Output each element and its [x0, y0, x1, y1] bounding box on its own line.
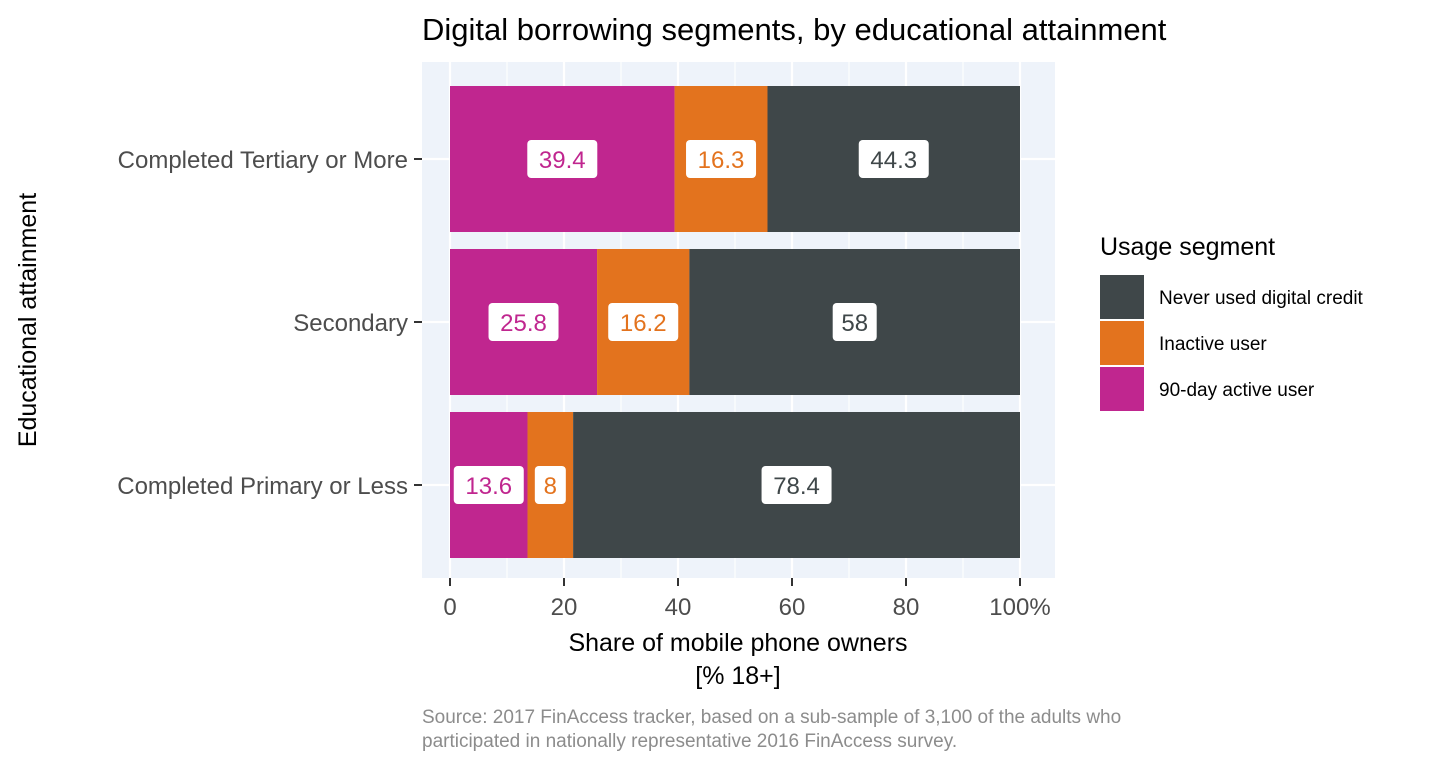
value-label-box [488, 303, 559, 341]
legend-label-inactive-user: Inactive user [1159, 334, 1267, 355]
y-tick-label: Completed Tertiary or More [118, 147, 408, 174]
value-label-never-used-digital-credit-completed-primary-or-less: 78.4 [761, 466, 832, 504]
value-label-text: 8 [544, 473, 557, 500]
x-axis-title-line2: [% 18+] [695, 662, 780, 690]
x-axis-title-line1: Share of mobile phone owners [568, 629, 907, 657]
value-label-text: 44.3 [870, 147, 917, 174]
source-note-line2: participated in nationally representativ… [422, 731, 957, 752]
x-tick-label: 20 [551, 594, 578, 621]
x-tick-label: 0 [443, 594, 456, 621]
legend-swatch-90-day-active-user [1100, 367, 1144, 411]
value-label-never-used-digital-credit-secondary: 58 [832, 303, 877, 341]
value-label-box [832, 303, 877, 341]
value-label-90-day-active-user-completed-primary-or-less: 13.6 [453, 466, 524, 504]
value-label-box [534, 466, 566, 504]
y-axis-title: Educational attainment [14, 193, 42, 447]
value-label-box [608, 303, 679, 341]
value-label-box [527, 140, 598, 178]
chart-title: Digital borrowing segments, by education… [422, 12, 1167, 47]
value-label-inactive-user-completed-primary-or-less: 8 [534, 466, 566, 504]
value-label-box [761, 466, 832, 504]
legend-swatch-never-used-digital-credit [1100, 275, 1144, 319]
legend-label-90-day-active-user: 90-day active user [1159, 380, 1315, 401]
legend: Usage segment Never used digital credit I… [1100, 233, 1364, 411]
value-label-inactive-user-secondary: 16.2 [608, 303, 679, 341]
value-label-text: 13.6 [465, 473, 512, 500]
x-tick-label: 60 [779, 594, 806, 621]
value-label-text: 58 [841, 310, 868, 337]
legend-title: Usage segment [1100, 233, 1275, 261]
x-tick-label: 80 [893, 594, 920, 621]
x-tick-label: 40 [665, 594, 692, 621]
value-label-text: 25.8 [500, 310, 547, 337]
value-label-layer: 39.4 16.3 44.3 25.8 16.2 58 13.6 8 78.4 [453, 140, 929, 504]
legend-label-never-used-digital-credit: Never used digital credit [1159, 288, 1364, 309]
value-label-text: 16.3 [698, 147, 745, 174]
y-tick-label: Completed Primary or Less [117, 473, 408, 500]
y-tick-label: Secondary [293, 310, 408, 337]
value-label-box [686, 140, 757, 178]
x-axis: 0 20 40 60 80 100% [443, 578, 1051, 621]
value-label-never-used-digital-credit-completed-tertiary-or-more: 44.3 [858, 140, 929, 178]
value-label-90-day-active-user-completed-tertiary-or-more: 39.4 [527, 140, 598, 178]
value-label-box [858, 140, 929, 178]
source-note-line1: Source: 2017 FinAccess tracker, based on… [422, 707, 1121, 728]
value-label-text: 39.4 [539, 147, 586, 174]
value-label-inactive-user-completed-tertiary-or-more: 16.3 [686, 140, 757, 178]
y-axis: Completed Tertiary or More Secondary Compl… [117, 147, 422, 500]
value-label-90-day-active-user-secondary: 25.8 [488, 303, 559, 341]
value-label-text: 16.2 [620, 310, 667, 337]
value-label-text: 78.4 [773, 473, 820, 500]
value-label-box [453, 466, 524, 504]
legend-swatch-inactive-user [1100, 321, 1144, 365]
x-tick-label: 100% [989, 594, 1050, 621]
